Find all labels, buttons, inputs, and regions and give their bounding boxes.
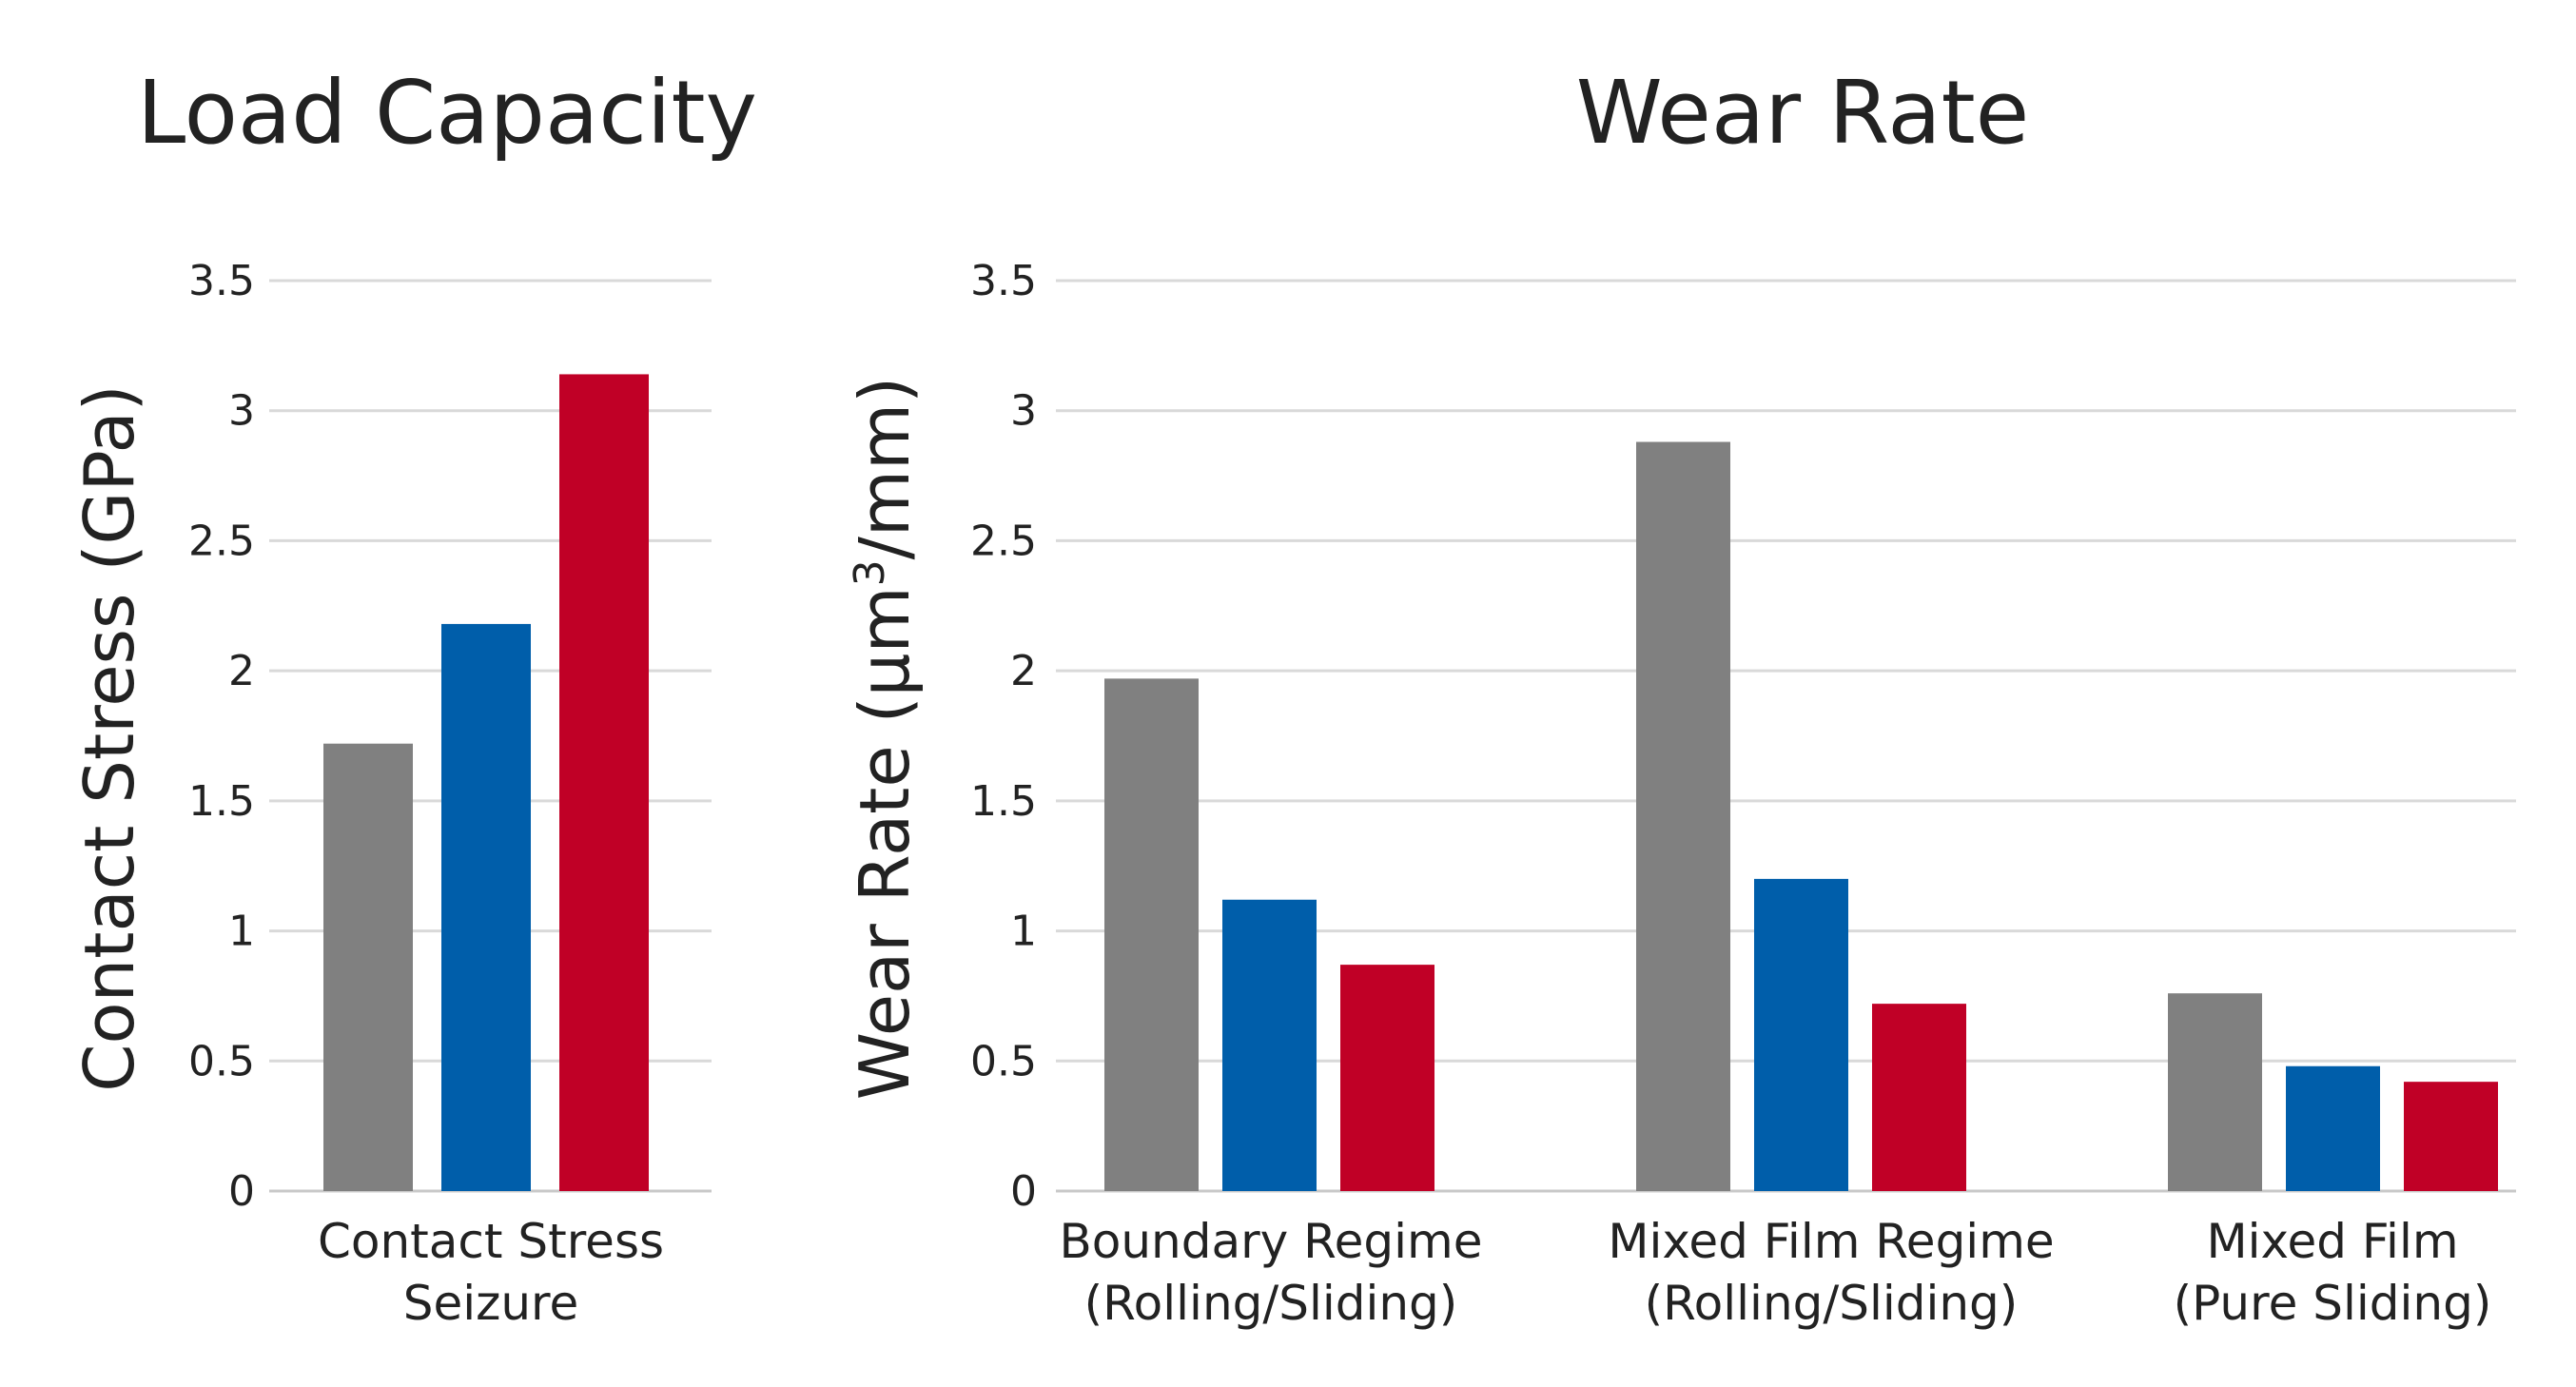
y-tick-label: 3 bbox=[228, 387, 255, 436]
load-capacity-bars bbox=[323, 374, 649, 1191]
category-label: Boundary Regime bbox=[1059, 1214, 1482, 1269]
category-label: (Rolling/Sliding) bbox=[1084, 1276, 1458, 1331]
wear-rate-y-axis-label-superscript: 3 bbox=[846, 559, 894, 586]
y-tick-label: 3.5 bbox=[188, 257, 255, 305]
y-tick-label: 0.5 bbox=[970, 1037, 1037, 1085]
category-label: Contact Stress bbox=[318, 1214, 664, 1269]
load-capacity-chart: Load Capacity Contact Stress (GPa) 0 0.5 1… bbox=[69, 62, 757, 1331]
y-tick-label: 2.5 bbox=[188, 517, 255, 565]
category-label: Seizure bbox=[403, 1276, 579, 1331]
category-label: Mixed Film bbox=[2206, 1214, 2458, 1269]
bar bbox=[2286, 1065, 2380, 1191]
y-tick-label: 1.5 bbox=[188, 777, 255, 826]
load-capacity-title: Load Capacity bbox=[137, 62, 757, 164]
bar bbox=[1104, 678, 1199, 1191]
bar bbox=[2404, 1082, 2498, 1191]
wear-rate-y-axis-label-suffix: /mm) bbox=[845, 377, 925, 560]
bar bbox=[2168, 993, 2262, 1191]
wear-rate-chart: Wear Rate Wear Rate (μm3/mm) 0 0.5 1 1.5 2 2.… bbox=[845, 62, 2516, 1331]
y-tick-label: 2 bbox=[228, 647, 255, 695]
wear-rate-bars bbox=[1104, 441, 2498, 1191]
y-tick-label: 1 bbox=[228, 908, 255, 956]
bar bbox=[559, 374, 649, 1191]
y-tick-label: 2 bbox=[1010, 647, 1037, 695]
category-label: (Rolling/Sliding) bbox=[1645, 1276, 2019, 1331]
category-label: Mixed Film Regime bbox=[1608, 1214, 2054, 1269]
bar bbox=[1754, 878, 1848, 1191]
y-tick-label: 0 bbox=[1010, 1167, 1037, 1216]
y-tick-label: 3 bbox=[1010, 387, 1037, 436]
bar bbox=[323, 743, 413, 1191]
y-tick-label: 0.5 bbox=[188, 1037, 255, 1085]
wear-rate-y-axis-label: Wear Rate (μm3/mm) bbox=[845, 377, 925, 1101]
bar bbox=[441, 623, 531, 1191]
y-tick-label: 1.5 bbox=[970, 777, 1037, 826]
bar bbox=[1222, 899, 1317, 1191]
y-tick-label: 3.5 bbox=[970, 257, 1037, 305]
category-label: (Pure Sliding) bbox=[2174, 1276, 2492, 1331]
load-capacity-y-axis-label: Contact Stress (GPa) bbox=[69, 384, 149, 1091]
wear-rate-y-ticks: 0 0.5 1 1.5 2 2.5 3 3.5 bbox=[970, 257, 1037, 1216]
bar bbox=[1636, 441, 1730, 1191]
bar bbox=[1872, 1004, 1966, 1191]
load-capacity-y-ticks: 0 0.5 1 1.5 2 2.5 3 3.5 bbox=[188, 257, 255, 1216]
y-tick-label: 0 bbox=[228, 1167, 255, 1216]
y-tick-label: 2.5 bbox=[970, 517, 1037, 565]
y-tick-label: 1 bbox=[1010, 908, 1037, 956]
load-capacity-categories: Contact Stress Seizure bbox=[318, 1214, 664, 1331]
bar bbox=[1340, 965, 1434, 1191]
wear-rate-categories: Boundary Regime (Rolling/Sliding) Mixed Fi… bbox=[1059, 1214, 2491, 1331]
wear-rate-title: Wear Rate bbox=[1576, 62, 2030, 164]
